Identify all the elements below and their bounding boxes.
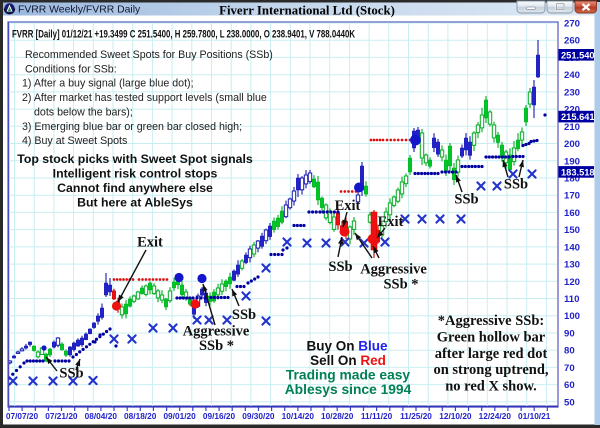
svg-text:170: 170	[564, 191, 580, 202]
svg-text:183.518: 183.518	[561, 168, 595, 178]
svg-text:251.540: 251.540	[561, 50, 595, 60]
svg-text:Intelligent risk control stops: Intelligent risk control stops	[53, 167, 218, 181]
svg-text:4) Buy at Sweet Spots: 4) Buy at Sweet Spots	[22, 135, 127, 147]
svg-text:12/10/20: 12/10/20	[439, 411, 472, 421]
svg-text:no red X show.: no red X show.	[445, 379, 537, 395]
svg-text:12/24/20: 12/24/20	[479, 411, 512, 421]
svg-text:270: 270	[564, 19, 580, 30]
svg-text:90: 90	[564, 329, 575, 340]
svg-text:on strong uptrend,: on strong uptrend,	[433, 362, 548, 378]
svg-text:SSb: SSb	[232, 307, 256, 323]
svg-text:SSb: SSb	[59, 366, 83, 382]
svg-text:Top stock picks with Sweet Spo: Top stock picks with Sweet Spot signals	[17, 152, 253, 166]
svg-text:Exit: Exit	[335, 198, 361, 214]
svg-text:07/07/20: 07/07/20	[6, 411, 39, 421]
svg-text:FVRR Weekly/FVRR Daily: FVRR Weekly/FVRR Daily	[18, 4, 141, 15]
svg-text:215.641: 215.641	[561, 112, 595, 122]
svg-text:07/21/20: 07/21/20	[45, 411, 78, 421]
svg-text:11/25/20: 11/25/20	[400, 411, 432, 421]
svg-text:80: 80	[564, 346, 575, 357]
svg-text:220: 220	[564, 105, 580, 116]
svg-text:Buy On Blue: Buy On Blue	[306, 339, 388, 354]
svg-text:Exit: Exit	[378, 214, 404, 230]
svg-text:190: 190	[564, 156, 580, 167]
svg-text:180: 180	[564, 174, 580, 185]
svg-text:Green hollow bar: Green hollow bar	[437, 329, 546, 345]
svg-text:210: 210	[564, 122, 580, 133]
svg-text:240: 240	[564, 70, 580, 81]
svg-text:10/14/20: 10/14/20	[282, 411, 315, 421]
svg-text:Fiverr International Ltd (Stoc: Fiverr International Ltd (Stock)	[219, 4, 395, 18]
svg-text:1) After a buy signal (large b: 1) After a buy signal (large blue dot);	[22, 78, 194, 90]
svg-text:Trading made easy: Trading made easy	[286, 367, 411, 382]
svg-text:*Aggressive SSb:: *Aggressive SSb:	[438, 313, 544, 329]
svg-text:2) After market has tested sup: 2) After market has tested support level…	[22, 92, 267, 104]
svg-text:08/04/20: 08/04/20	[85, 411, 118, 421]
svg-text:Conditions for SSb:: Conditions for SSb:	[25, 63, 117, 75]
svg-text:dots below the bars);: dots below the bars);	[34, 106, 133, 118]
svg-text:SSb: SSb	[454, 192, 478, 208]
svg-text:after large red dot: after large red dot	[435, 346, 548, 362]
svg-text:08/18/20: 08/18/20	[124, 411, 157, 421]
svg-text:160: 160	[564, 208, 580, 219]
svg-text:200: 200	[564, 139, 580, 150]
svg-text:230: 230	[564, 87, 580, 98]
svg-text:11/11/20: 11/11/20	[361, 411, 393, 421]
svg-text:Recommended Sweet Spots for Bu: Recommended Sweet Spots for Buy Position…	[25, 49, 273, 61]
svg-text:10/28/20: 10/28/20	[321, 411, 354, 421]
svg-text:50: 50	[564, 397, 575, 408]
svg-text:140: 140	[564, 242, 580, 253]
svg-text:09/01/20: 09/01/20	[163, 411, 196, 421]
svg-text:120: 120	[564, 277, 580, 288]
svg-text:SSb *: SSb *	[383, 277, 418, 293]
svg-text:150: 150	[564, 225, 580, 236]
svg-text:09/16/20: 09/16/20	[203, 411, 236, 421]
svg-text:60: 60	[564, 380, 575, 391]
svg-text:01/10/21: 01/10/21	[518, 411, 551, 421]
svg-text:70: 70	[564, 363, 575, 374]
svg-text:100: 100	[564, 311, 580, 322]
svg-text:130: 130	[564, 260, 580, 271]
svg-text:Cannot find anywhere else: Cannot find anywhere else	[57, 181, 213, 195]
svg-text:FVRR [Daily] 01/12/21 +19.349: FVRR [Daily] 01/12/21 +19.3499 C 251.540…	[12, 29, 355, 41]
svg-text:SSb *: SSb *	[199, 338, 234, 354]
svg-text:Ablesys since 1994: Ablesys since 1994	[285, 382, 412, 397]
svg-text:3) Emerging blue bar or green: 3) Emerging blue bar or green bar closed…	[22, 121, 242, 133]
svg-text:Aggressive: Aggressive	[360, 262, 427, 278]
svg-text:260: 260	[564, 36, 580, 47]
svg-text:Aggressive: Aggressive	[183, 324, 250, 340]
svg-text:110: 110	[564, 294, 579, 305]
svg-text:Exit: Exit	[137, 235, 163, 251]
svg-text:But here at AbleSys: But here at AbleSys	[77, 196, 193, 210]
svg-text:SSb: SSb	[504, 177, 528, 193]
svg-text:SSb: SSb	[328, 259, 352, 275]
svg-text:09/30/20: 09/30/20	[242, 411, 275, 421]
svg-text:Sell On Red: Sell On Red	[310, 353, 386, 368]
